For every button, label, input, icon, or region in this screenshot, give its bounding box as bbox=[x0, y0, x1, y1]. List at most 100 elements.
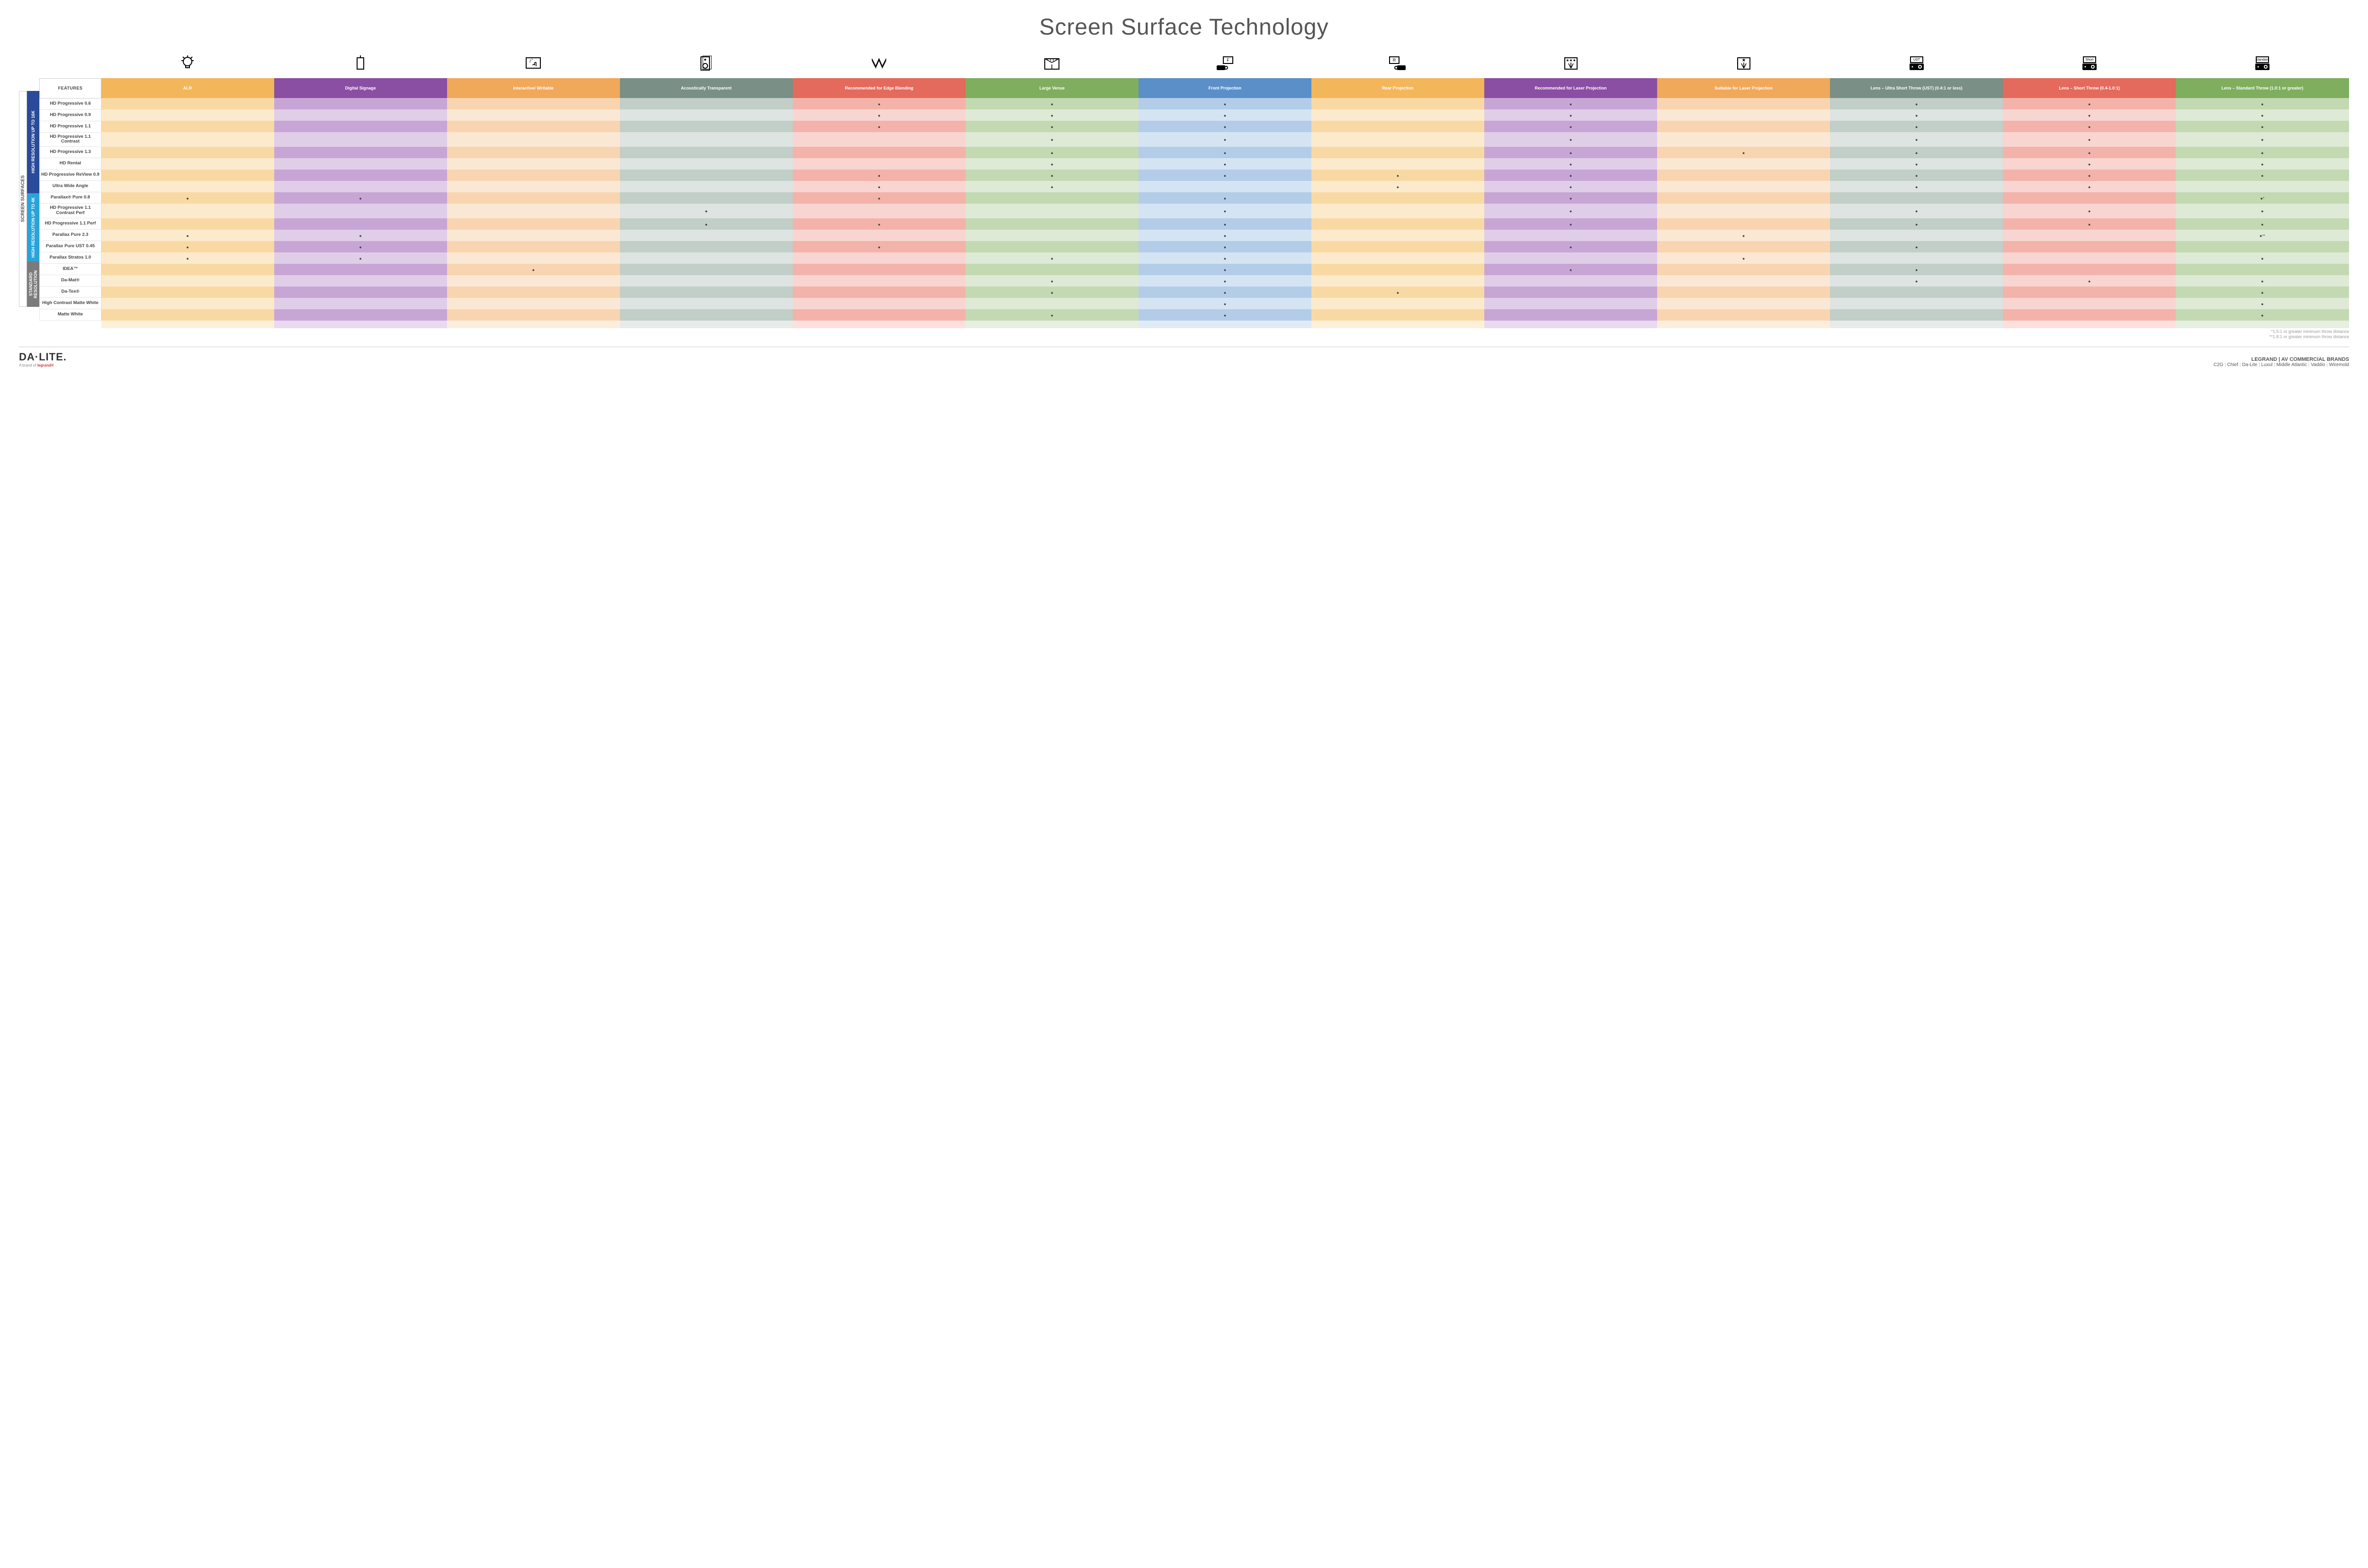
cell-ust bbox=[1830, 298, 2003, 309]
cell-reclas bbox=[1484, 147, 1657, 158]
cell-edge bbox=[793, 264, 966, 275]
cell-front bbox=[1139, 275, 1311, 287]
cell-alr bbox=[101, 121, 274, 132]
cell-rear bbox=[1311, 132, 1484, 147]
cell-short bbox=[2003, 181, 2176, 192]
cell-ust bbox=[1830, 264, 2003, 275]
cell-acou bbox=[620, 264, 793, 275]
cell-std bbox=[2176, 158, 2349, 170]
cell-std bbox=[2176, 275, 2349, 287]
cell-edge bbox=[793, 98, 966, 109]
cell-short bbox=[2003, 109, 2176, 121]
cell-alr bbox=[101, 109, 274, 121]
cell-ust bbox=[1830, 204, 2003, 218]
group-high-resolution-up-to-16k: HIGH RESOLUTION UP TO 16K bbox=[27, 91, 39, 193]
cell-rear bbox=[1311, 204, 1484, 218]
cell-std bbox=[2176, 252, 2349, 264]
cell-short bbox=[2003, 132, 2176, 147]
cell-front bbox=[1139, 287, 1311, 298]
cell-edge bbox=[793, 230, 966, 241]
cell-rear bbox=[1311, 121, 1484, 132]
cell-ust bbox=[1830, 147, 2003, 158]
cell-std bbox=[2176, 241, 2349, 252]
side-label-screen-surfaces: SCREEN SURFACES bbox=[19, 91, 27, 307]
cell-sign bbox=[274, 147, 447, 158]
cell-reclas bbox=[1484, 252, 1657, 264]
cell-front bbox=[1139, 264, 1311, 275]
cell-edge bbox=[793, 309, 966, 321]
cell-write bbox=[447, 181, 620, 192]
cell-alr bbox=[101, 287, 274, 298]
cell-write bbox=[447, 121, 620, 132]
acou-icon bbox=[620, 52, 793, 78]
cell-acou bbox=[620, 192, 793, 204]
cell-rear bbox=[1311, 287, 1484, 298]
cell-write bbox=[447, 287, 620, 298]
cell-rear bbox=[1311, 309, 1484, 321]
cell-edge bbox=[793, 241, 966, 252]
cell-edge bbox=[793, 121, 966, 132]
cell-reclas bbox=[1484, 218, 1657, 230]
cell-acou bbox=[620, 158, 793, 170]
cell-rear bbox=[1311, 218, 1484, 230]
spacer-cell bbox=[1484, 321, 1657, 328]
cell-sign bbox=[274, 181, 447, 192]
spacer-cell bbox=[2003, 321, 2176, 328]
cell-short bbox=[2003, 158, 2176, 170]
row-label: Ultra Wide Angle bbox=[40, 181, 101, 192]
cell-reclas bbox=[1484, 170, 1657, 181]
cell-acou bbox=[620, 98, 793, 109]
cell-suitlas bbox=[1657, 170, 1830, 181]
cell-short bbox=[2003, 298, 2176, 309]
write-icon bbox=[447, 52, 620, 78]
cell-rear bbox=[1311, 109, 1484, 121]
cell-suitlas bbox=[1657, 147, 1830, 158]
cell-std bbox=[2176, 287, 2349, 298]
features-heading: FEATURES bbox=[40, 78, 101, 98]
cell-edge bbox=[793, 192, 966, 204]
large-icon bbox=[966, 52, 1139, 78]
cell-edge bbox=[793, 158, 966, 170]
brands-heading: LEGRAND | AV COMMERCIAL BRANDS bbox=[2214, 357, 2349, 362]
cell-std bbox=[2176, 121, 2349, 132]
rear-icon bbox=[1311, 52, 1484, 78]
cell-acou bbox=[620, 309, 793, 321]
cell-short bbox=[2003, 192, 2176, 204]
cell-front bbox=[1139, 109, 1311, 121]
cell-rear bbox=[1311, 241, 1484, 252]
cell-large bbox=[966, 98, 1139, 109]
cell-front bbox=[1139, 309, 1311, 321]
cell-suitlas bbox=[1657, 218, 1830, 230]
cell-alr bbox=[101, 230, 274, 241]
cell-std bbox=[2176, 264, 2349, 275]
cell-std bbox=[2176, 181, 2349, 192]
cell-front bbox=[1139, 298, 1311, 309]
cell-reclas bbox=[1484, 121, 1657, 132]
cell-suitlas bbox=[1657, 121, 1830, 132]
cell-sign bbox=[274, 121, 447, 132]
ust-icon: UST bbox=[1830, 52, 2003, 78]
page-title: Screen Surface Technology bbox=[19, 14, 2349, 40]
cell-short bbox=[2003, 230, 2176, 241]
cell-alr bbox=[101, 147, 274, 158]
cell-sign bbox=[274, 252, 447, 264]
cell-front bbox=[1139, 241, 1311, 252]
cell-rear bbox=[1311, 158, 1484, 170]
dalite-logo: DA·LITE. bbox=[19, 351, 67, 363]
cell-ust bbox=[1830, 132, 2003, 147]
cell-ust bbox=[1830, 192, 2003, 204]
logo-block: DA·LITE. A brand of legrand® bbox=[19, 351, 67, 367]
spacer-cell bbox=[447, 321, 620, 328]
cell-std bbox=[2176, 309, 2349, 321]
cell-front bbox=[1139, 218, 1311, 230]
brands-list: C2GChiefDa-LiteLuxulMiddle AtlanticVaddi… bbox=[2214, 362, 2349, 367]
brand-item: Chief bbox=[2227, 362, 2242, 367]
row-label: HD Rental bbox=[40, 158, 101, 170]
cell-short bbox=[2003, 147, 2176, 158]
cell-suitlas bbox=[1657, 275, 1830, 287]
cell-front bbox=[1139, 158, 1311, 170]
col-head-edge: Recommended for Edge Blending bbox=[793, 78, 966, 98]
cell-alr bbox=[101, 98, 274, 109]
cell-short bbox=[2003, 241, 2176, 252]
cell-reclas bbox=[1484, 287, 1657, 298]
